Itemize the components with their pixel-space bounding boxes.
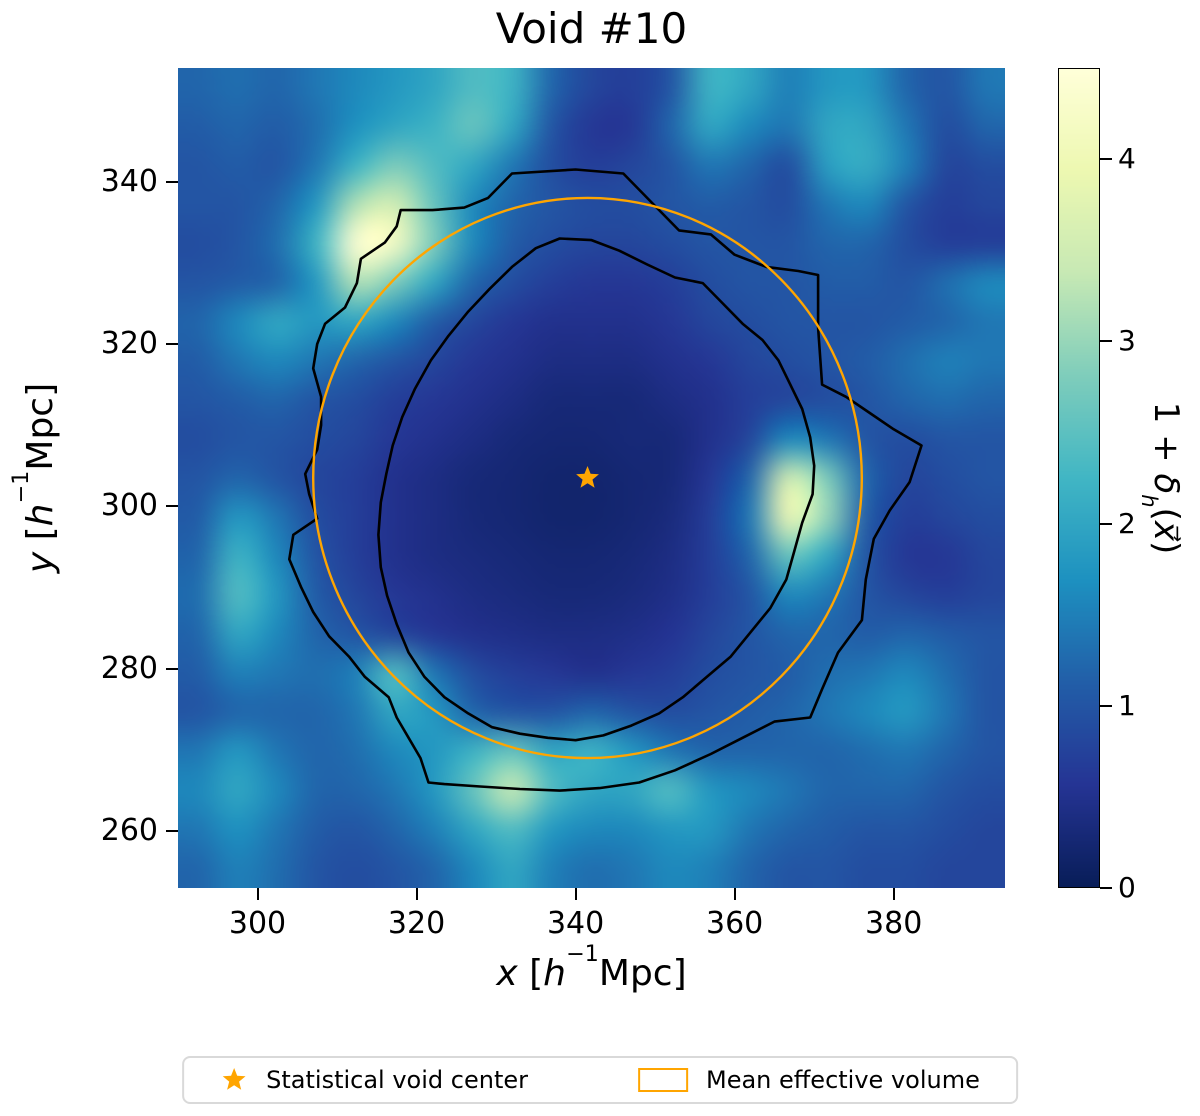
y-tick-mark <box>166 505 178 508</box>
legend-label-effective-volume: Mean effective volume <box>705 1066 980 1094</box>
cb-label-delta: δ <box>1145 473 1186 495</box>
colorbar-tick-label: 0 <box>1118 871 1136 904</box>
x-tick-mark <box>733 888 736 900</box>
x-tick-label: 340 <box>546 906 605 941</box>
x-tick-label: 380 <box>865 906 923 941</box>
x-label-exponent: −1 <box>565 940 599 967</box>
x-tick-mark <box>415 888 418 900</box>
colorbar-tick-mark <box>1100 158 1112 161</box>
legend-label-void-center: Statistical void center <box>266 1066 528 1094</box>
x-tick-label: 300 <box>228 906 287 941</box>
y-label-h: h <box>20 503 61 527</box>
x-label-close: ] <box>672 953 687 994</box>
x-tick-mark <box>256 888 259 900</box>
colorbar-tick-label: 4 <box>1118 142 1136 176</box>
legend-item-effective-volume: Mean effective volume <box>637 1066 980 1094</box>
plot-overlay <box>288 168 923 792</box>
mean-effective-volume-circle <box>312 196 863 760</box>
x-label-unit: Mpc <box>598 953 673 994</box>
colorbar-tick-label: 1 <box>1118 688 1136 722</box>
y-tick-label: 300 <box>100 488 158 524</box>
legend: Statistical void center Mean effective v… <box>182 1056 1018 1104</box>
y-label-unit: Mpc <box>20 396 61 471</box>
plot-area <box>178 68 1005 888</box>
x-tick-label: 320 <box>387 906 446 941</box>
colorbar-gradient <box>1058 68 1100 888</box>
colorbar-tick-mark <box>1100 340 1112 343</box>
x-tick-mark <box>574 888 577 900</box>
y-tick-mark <box>166 667 178 670</box>
colorbar-tick-label: 3 <box>1118 324 1136 358</box>
void-outer-contour <box>288 168 923 792</box>
y-tick-mark <box>166 830 178 833</box>
y-variable: y <box>20 551 61 574</box>
x-variable: x <box>496 953 518 994</box>
plot-title: Void #10 <box>495 4 688 53</box>
circle-outline-icon <box>637 1068 688 1092</box>
y-tick-label: 280 <box>100 650 158 686</box>
colorbar-tick-mark <box>1100 704 1112 707</box>
void-inner-contour <box>377 237 816 742</box>
y-tick-label: 340 <box>100 163 158 199</box>
cb-label-prefix: 1 + <box>1145 401 1186 474</box>
star-glyph <box>222 1068 246 1090</box>
star-marker-icon <box>222 1068 246 1090</box>
y-tick-mark <box>166 343 178 346</box>
y-tick-label: 260 <box>100 813 158 849</box>
y-label-exponent: −1 <box>7 470 34 504</box>
y-label-close: ] <box>20 382 61 397</box>
x-axis-label: x [h−1Mpc] <box>178 941 1005 994</box>
colorbar-tick-mark <box>1100 887 1112 889</box>
x-label-h: h <box>543 953 566 994</box>
y-axis-label: y [h−1Mpc] <box>8 382 61 574</box>
void-center-star-marker <box>576 466 599 488</box>
colorbar <box>1058 68 1100 888</box>
y-label-open: [ <box>20 526 61 552</box>
y-tick-mark <box>166 180 178 183</box>
x-tick-label: 360 <box>705 906 764 941</box>
legend-item-void-center: Statistical void center <box>220 1066 528 1094</box>
x-label-open: [ <box>517 953 544 994</box>
colorbar-tick-label: 2 <box>1118 506 1136 540</box>
y-tick-label: 320 <box>100 326 158 362</box>
colorbar-tick-mark <box>1100 522 1112 525</box>
x-tick-mark <box>892 888 895 900</box>
cb-label-close-paren: ) <box>1145 541 1186 555</box>
